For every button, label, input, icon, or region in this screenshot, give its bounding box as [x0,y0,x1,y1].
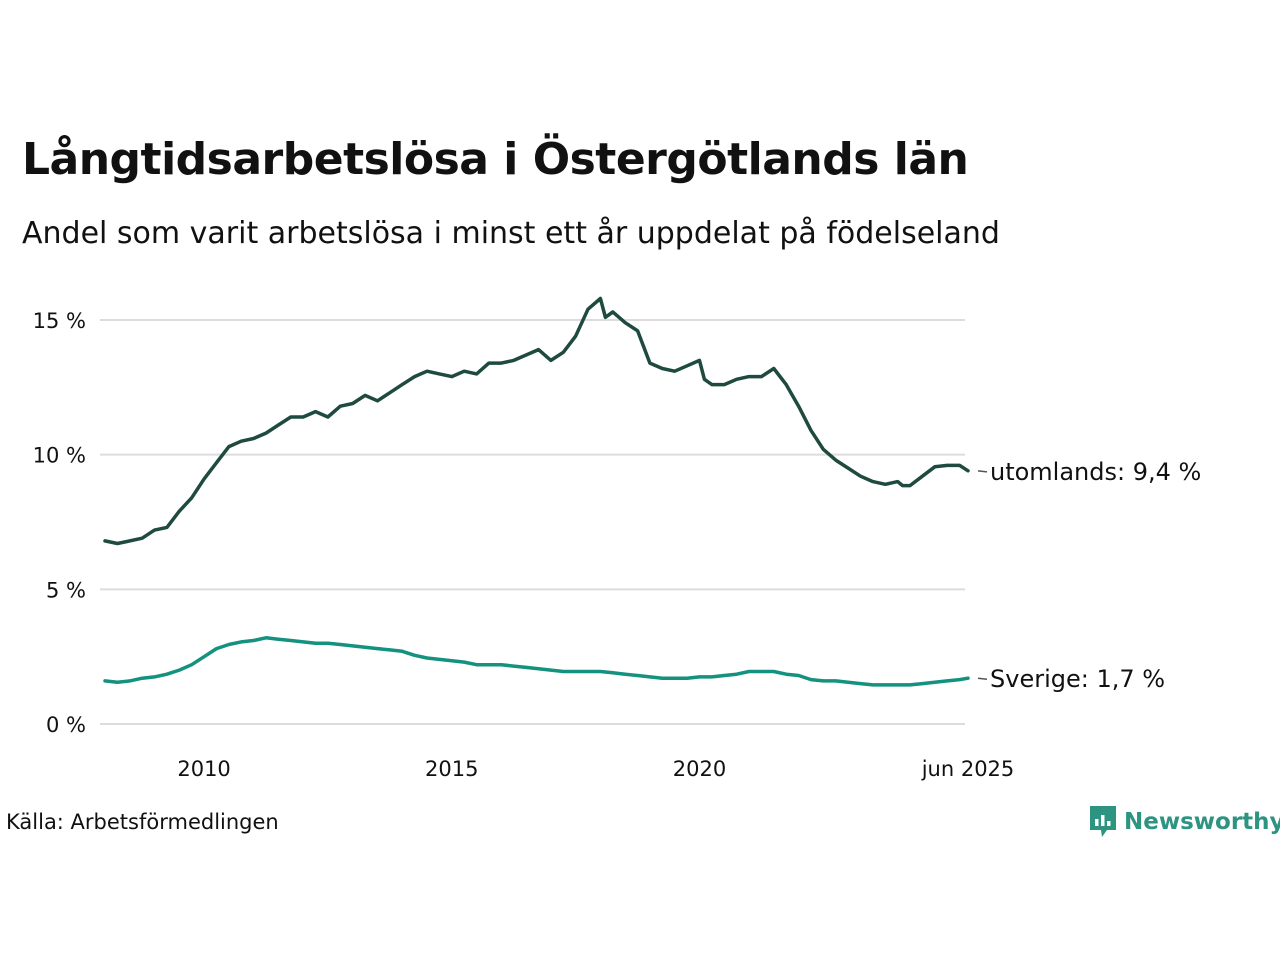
chart-title: Långtidsarbetslösa i Östergötlands län [22,134,969,185]
end-labels: utomlands: 9,4 % Sverige: 1,7 % [977,458,1201,693]
x-tick-label: 2020 [673,757,726,781]
end-label-sverige: Sverige: 1,7 % [990,665,1165,693]
x-tick-label: 2010 [177,757,230,781]
y-tick-label: 10 % [33,444,86,468]
newsworthy-logo-icon [1090,806,1116,837]
newsworthy-logo-text: Newsworthy [1124,809,1280,835]
series-line-utomlands [103,296,970,546]
source-note: Källa: Arbetsförmedlingen [6,810,279,834]
series-line-sverige [103,636,970,687]
y-tick-label: 5 % [46,578,86,602]
y-axis: 0 % 5 % 10 % 15 % [33,309,86,737]
y-tick-label: 15 % [33,309,86,333]
y-tick-label: 0 % [46,713,86,737]
x-tick-label: jun 2025 [921,757,1015,781]
newsworthy-logo: Newsworthy [1088,804,1280,840]
gridlines [100,319,965,725]
series-group [103,296,970,687]
x-tick-label: 2015 [425,757,478,781]
end-label-utomlands: utomlands: 9,4 % [990,458,1201,486]
end-label-connector [977,470,988,473]
end-label-connector [977,677,988,680]
chart-subtitle: Andel som varit arbetslösa i minst ett å… [22,216,1000,251]
x-axis: 2010 2015 2020 jun 2025 [177,757,1014,781]
